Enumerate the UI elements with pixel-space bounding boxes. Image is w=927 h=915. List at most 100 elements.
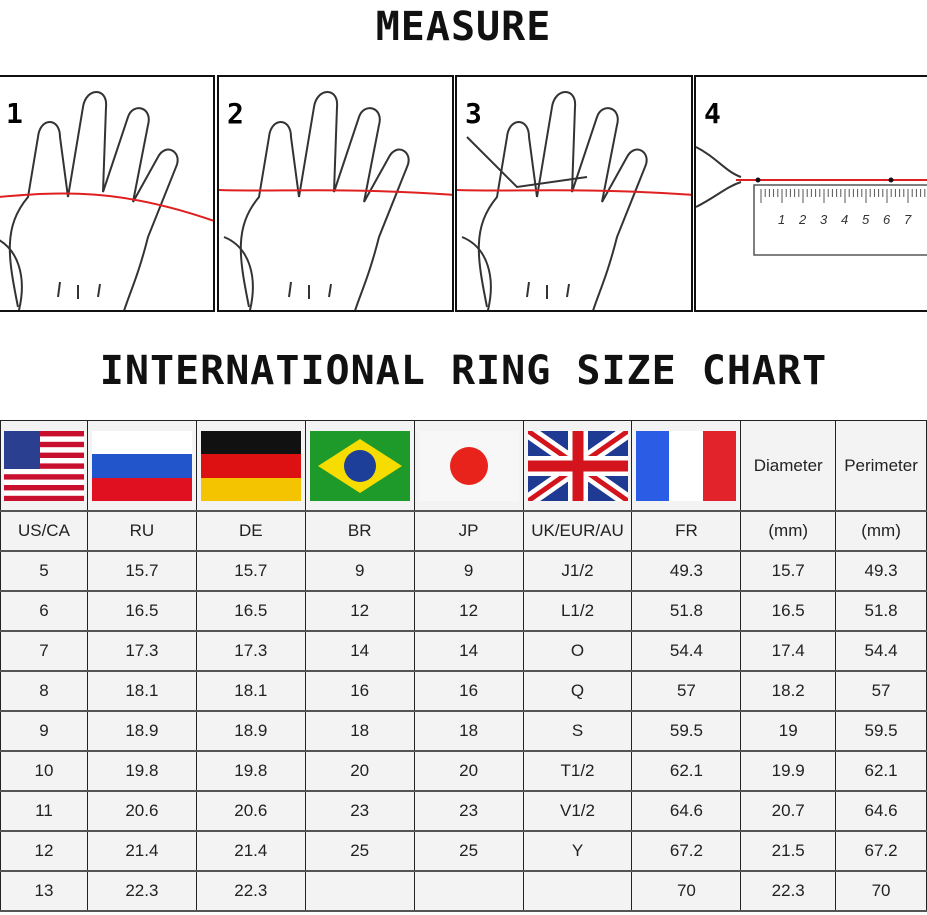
- table-row: 13 22.3 22.3 70 22.3 70: [0, 870, 927, 912]
- table-cell: O: [522, 630, 633, 672]
- table-cell: 20: [413, 750, 524, 792]
- table-cell: 10: [0, 750, 88, 792]
- measure-step-2: 2: [217, 75, 454, 312]
- table-row: 10 19.8 19.8 20 20 T1/2 62.1 19.9 62.1: [0, 750, 927, 792]
- brazil-flag-icon: [309, 430, 410, 501]
- table-cell: 64.6: [631, 790, 742, 832]
- table-cell: 8: [0, 670, 88, 712]
- japan-flag-icon: [418, 430, 519, 501]
- table-cell: 22.3: [740, 870, 837, 912]
- table-cell: 15.7: [86, 550, 197, 592]
- table-cell: 16.5: [86, 590, 197, 632]
- table-cell: 20.6: [86, 790, 197, 832]
- ruler-mark: 1: [778, 212, 786, 227]
- table-cell: 18.1: [195, 670, 306, 712]
- flag-cell: [195, 420, 306, 512]
- column-header: BR: [304, 510, 415, 552]
- table-cell: [522, 870, 633, 912]
- table-cell: 14: [304, 630, 415, 672]
- table-row: 11 20.6 20.6 23 23 V1/2 64.6 20.7 64.6: [0, 790, 927, 832]
- flag-cell: [86, 420, 197, 512]
- table-cell: 7: [0, 630, 88, 672]
- table-cell: 20.6: [195, 790, 306, 832]
- hand-illustration: [219, 91, 452, 310]
- table-cell: 18: [304, 710, 415, 752]
- table-cell: 18.1: [86, 670, 197, 712]
- flag-cell: [304, 420, 415, 512]
- table-cell: 18.2: [740, 670, 837, 712]
- table-cell: 51.8: [631, 590, 742, 632]
- table-cell: 21.4: [195, 830, 306, 872]
- hand-illustration: [0, 91, 213, 310]
- table-cell: 14: [413, 630, 524, 672]
- column-header: UK/EUR/AU: [522, 510, 633, 552]
- table-cell: 12: [413, 590, 524, 632]
- table-cell: 18.9: [86, 710, 197, 752]
- table-cell: 57: [631, 670, 742, 712]
- table-cell: 12: [304, 590, 415, 632]
- table-cell: 17.3: [195, 630, 306, 672]
- measuring-string: [219, 189, 452, 196]
- table-cell: 9: [304, 550, 415, 592]
- table-cell: 18.9: [195, 710, 306, 752]
- measuring-string: [457, 189, 691, 196]
- table-cell: 25: [413, 830, 524, 872]
- flag-cell: [413, 420, 524, 512]
- table-cell: 17.4: [740, 630, 837, 672]
- table-row: 12 21.4 21.4 25 25 Y 67.2 21.5 67.2: [0, 830, 927, 872]
- table-cell: 17.3: [86, 630, 197, 672]
- germany-flag-icon: [200, 430, 301, 501]
- ruler-illustration: [696, 146, 927, 256]
- table-cell: 54.4: [835, 630, 927, 672]
- table-cell: 16: [413, 670, 524, 712]
- table-cell: 21.4: [86, 830, 197, 872]
- table-cell: 21.5: [740, 830, 837, 872]
- flag-cell: [631, 420, 742, 512]
- column-header: JP: [413, 510, 524, 552]
- table-cell: 13: [0, 870, 88, 912]
- table-cell: 22.3: [195, 870, 306, 912]
- table-cell: 20.7: [740, 790, 837, 832]
- table-cell: 16.5: [195, 590, 306, 632]
- ruler-mark: 6: [883, 212, 891, 227]
- ring-size-table: Diameter Perimeter US/CA RU DE BR JP UK/EUR/AU F…: [0, 420, 927, 912]
- flag-cell: [0, 420, 88, 512]
- russia-flag-icon: [91, 430, 192, 501]
- measure-title: MEASURE: [375, 4, 552, 50]
- step-number: 3: [465, 97, 482, 130]
- step-number: 4: [704, 97, 721, 130]
- table-cell: 59.5: [631, 710, 742, 752]
- table-cell: 49.3: [631, 550, 742, 592]
- ruler-mark: 3: [820, 212, 828, 227]
- table-cell: 9: [413, 550, 524, 592]
- ruler-mark: 2: [799, 212, 807, 227]
- ruler-mark: 5: [862, 212, 870, 227]
- table-cell: 19: [740, 710, 837, 752]
- table-cell: 23: [304, 790, 415, 832]
- table-cell: 9: [0, 710, 88, 752]
- measure-step-1: 1: [0, 75, 215, 312]
- table-cell: S: [522, 710, 633, 752]
- flag-cell: [522, 420, 633, 512]
- table-cell: 62.1: [631, 750, 742, 792]
- table-cell: 70: [631, 870, 742, 912]
- table-cell: 64.6: [835, 790, 927, 832]
- table-cell: 54.4: [631, 630, 742, 672]
- column-header: (mm): [740, 510, 837, 552]
- table-cell: 49.3: [835, 550, 927, 592]
- table-cell: 12: [0, 830, 88, 872]
- table-cell: 70: [835, 870, 927, 912]
- table-cell: V1/2: [522, 790, 633, 832]
- table-cell: Y: [522, 830, 633, 872]
- table-cell: 16.5: [740, 590, 837, 632]
- table-cell: 11: [0, 790, 88, 832]
- table-cell: 67.2: [631, 830, 742, 872]
- table-cell: 59.5: [835, 710, 927, 752]
- flag-row: Diameter Perimeter: [0, 420, 927, 512]
- header-diameter: Diameter: [740, 420, 837, 512]
- table-row: 8 18.1 18.1 16 16 Q 57 18.2 57: [0, 670, 927, 712]
- column-header: FR: [631, 510, 742, 552]
- table-cell: 15.7: [740, 550, 837, 592]
- column-header-row: US/CA RU DE BR JP UK/EUR/AU FR (mm) (mm): [0, 510, 927, 552]
